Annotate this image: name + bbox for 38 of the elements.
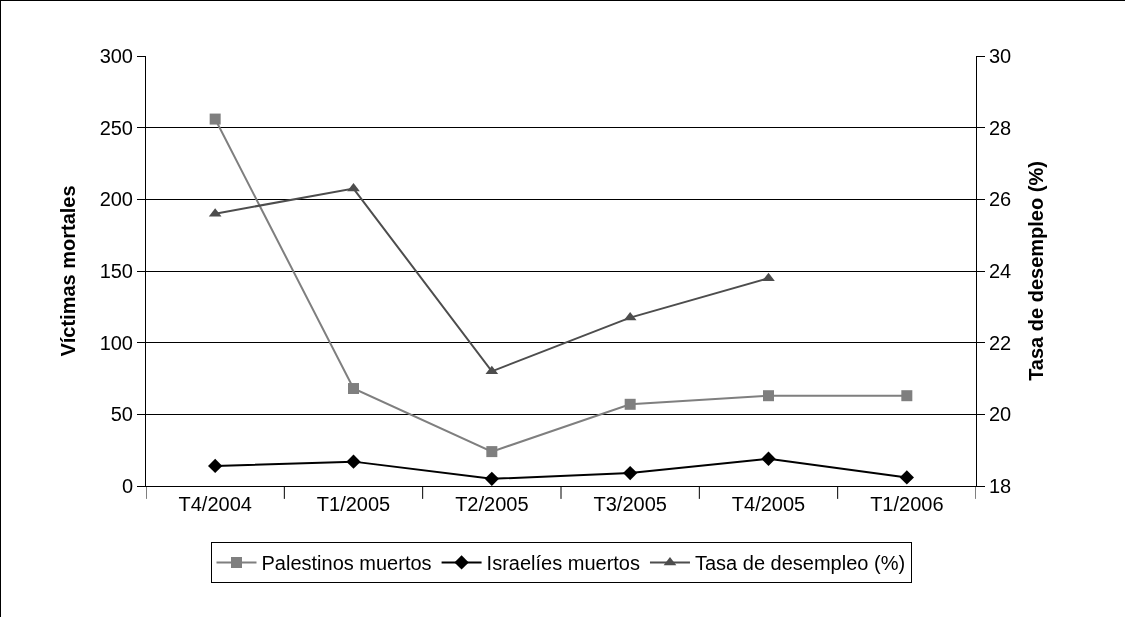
x-tick-label: T2/2005 [455,493,529,515]
y2-tick-label: 28 [989,116,1012,139]
y-tick-label: 150 [99,260,133,282]
x-tick-label: T3/2005 [593,493,667,515]
point [761,451,776,466]
x-tick-label: T1/2006 [870,493,944,515]
point [348,383,359,395]
point [484,471,499,486]
y2-tick-label: 30 [989,45,1012,67]
legend-label: Palestinos muertos [261,552,432,575]
y2-axis-title: Tasa de desempleo (%) [1024,161,1047,381]
point [208,458,223,474]
point [623,465,638,481]
point [209,113,221,125]
x-tick-label: T4/2004 [178,493,252,515]
y-tick-label: 0 [121,475,133,497]
y2-tick-label: 26 [989,188,1012,211]
legend-label: Tasa de desempleo (%) [694,552,906,575]
point [763,390,774,402]
point [901,390,913,402]
y-tick-label: 250 [99,116,133,139]
point [346,454,361,469]
point [899,470,914,485]
legend-label: Israelíes muertos [486,552,640,575]
y-tick-label: 200 [99,188,133,211]
y2-tick-label: 24 [989,260,1012,282]
x-tick-label: T4/2005 [731,493,806,515]
y-tick-label: 100 [99,331,133,354]
point [624,398,636,410]
point [485,365,499,375]
y-tick-label: 50 [110,403,133,426]
x-tick-label: T1/2005 [316,493,391,515]
y-tick-label: 300 [99,45,133,67]
y2-tick-label: 18 [989,475,1012,497]
y-axis-title: Víctimas mortales [57,185,80,357]
y2-tick-label: 22 [989,331,1012,354]
point [486,446,498,458]
y2-tick-label: 20 [989,403,1012,426]
